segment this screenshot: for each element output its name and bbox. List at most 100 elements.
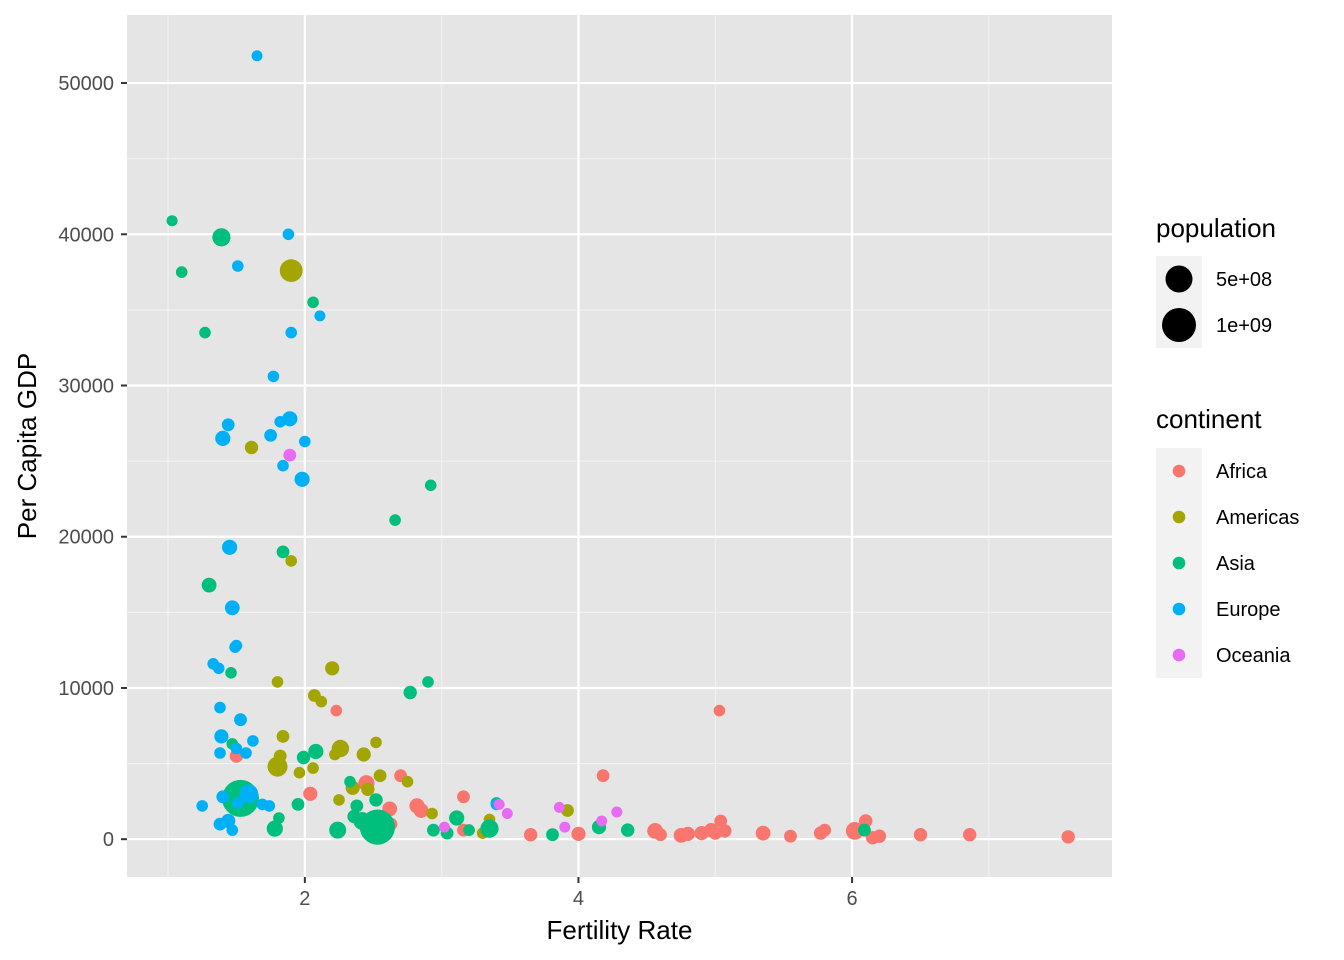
x-tick-label: 4 — [573, 888, 584, 910]
data-point — [330, 704, 343, 717]
data-point — [247, 735, 259, 747]
data-point — [359, 809, 395, 845]
data-point — [713, 704, 726, 717]
data-point — [226, 824, 239, 836]
data-point — [369, 793, 383, 807]
data-point — [611, 806, 623, 818]
data-point — [858, 823, 871, 837]
data-point — [232, 797, 244, 809]
data-point — [214, 729, 229, 744]
data-point — [214, 747, 226, 759]
data-point — [293, 766, 306, 779]
data-point — [199, 326, 211, 339]
data-point — [329, 821, 347, 839]
data-point — [212, 662, 225, 675]
data-point — [596, 769, 610, 783]
data-point — [438, 821, 450, 833]
data-point — [251, 50, 263, 62]
data-point — [424, 479, 437, 492]
legend-color-key-oceania — [1172, 648, 1186, 662]
data-point — [264, 429, 277, 442]
data-point — [234, 713, 247, 727]
data-point — [263, 800, 276, 812]
legend-population-title: population — [1156, 213, 1276, 243]
legend-size-label: 1e+09 — [1216, 315, 1272, 337]
data-point — [230, 639, 243, 652]
data-point — [283, 448, 297, 462]
data-point — [361, 782, 375, 796]
data-point — [315, 695, 328, 708]
data-point — [240, 747, 252, 759]
data-point — [553, 801, 565, 813]
data-point — [356, 747, 371, 762]
legend-color-label: Europe — [1216, 599, 1281, 621]
data-point — [232, 260, 244, 272]
legend-continent-keys: Africa Americas Asia Europe Oceania — [1156, 448, 1299, 678]
series-asia — [166, 215, 871, 845]
data-point — [307, 762, 319, 774]
data-point — [571, 826, 586, 842]
legend-color-key-europe — [1172, 602, 1186, 616]
data-point — [872, 829, 887, 843]
data-point — [818, 823, 832, 837]
legend-continent-title: continent — [1156, 404, 1262, 434]
legend-color-label: Oceania — [1216, 645, 1291, 667]
data-point — [546, 828, 559, 842]
legend-population: population 5e+08 1e+09 — [1156, 213, 1276, 348]
data-point — [714, 814, 728, 828]
data-point — [718, 824, 732, 838]
data-point — [299, 435, 311, 448]
data-point — [296, 750, 311, 765]
data-point — [784, 829, 797, 843]
data-point — [596, 815, 608, 827]
data-point — [403, 685, 417, 700]
data-point — [230, 742, 243, 755]
data-point — [523, 828, 538, 842]
data-point — [285, 555, 298, 567]
data-point — [308, 743, 324, 760]
x-axis: 2 4 6 — [299, 877, 858, 910]
data-point — [963, 828, 977, 842]
data-point — [279, 259, 303, 282]
legend-size-key-1e9 — [1162, 308, 1196, 342]
legend-color-label: Africa — [1216, 461, 1268, 483]
y-axis-title: Per Capita GDP — [12, 353, 42, 539]
data-point — [214, 701, 226, 714]
series-oceania — [283, 448, 623, 833]
data-point — [427, 823, 440, 837]
data-point — [201, 577, 217, 593]
data-point — [457, 790, 470, 804]
data-point — [166, 215, 178, 227]
data-point — [654, 828, 667, 842]
x-tick-label: 6 — [847, 888, 858, 910]
data-point — [426, 807, 438, 820]
y-tick-label: 30000 — [58, 376, 114, 398]
data-point — [239, 784, 259, 804]
data-point — [1061, 830, 1075, 844]
data-point — [276, 545, 290, 559]
data-point — [370, 736, 382, 749]
data-point — [276, 730, 290, 743]
legend-color-key-asia — [1172, 556, 1186, 570]
data-point — [373, 769, 387, 783]
data-point — [314, 310, 326, 322]
legend-color-label: Asia — [1216, 553, 1256, 575]
data-point — [307, 296, 319, 309]
x-tick-label: 2 — [299, 888, 310, 910]
data-point — [244, 440, 259, 455]
data-point — [267, 756, 288, 777]
y-tick-label: 20000 — [58, 527, 114, 549]
data-point — [422, 676, 434, 688]
data-point — [389, 514, 401, 526]
data-point — [285, 326, 298, 339]
data-point — [291, 798, 305, 811]
data-point — [413, 803, 429, 818]
series-europe — [196, 50, 503, 836]
data-point — [344, 775, 356, 788]
data-point — [559, 821, 571, 833]
data-point — [222, 539, 238, 555]
data-point — [267, 370, 280, 383]
data-point — [216, 790, 230, 804]
data-point — [215, 430, 231, 446]
data-point — [350, 799, 364, 813]
